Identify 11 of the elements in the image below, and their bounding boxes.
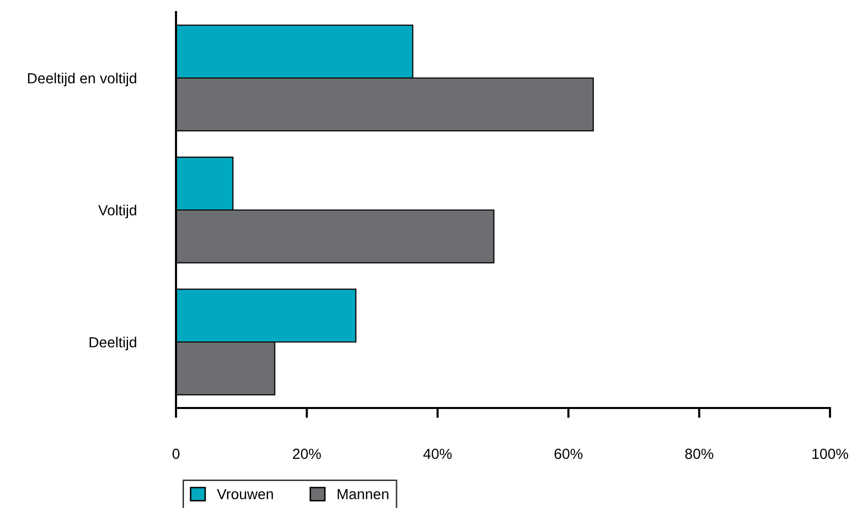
x-tick-label: 40% xyxy=(423,448,452,459)
x-tick-label: 80% xyxy=(685,448,714,459)
x-tick-label: 20% xyxy=(292,448,321,459)
y-tick-label: Deeltijd en voltijd xyxy=(28,72,136,86)
legend-label: Vrouwen xyxy=(216,489,273,500)
y-tick-label: Voltijd xyxy=(98,204,136,218)
x-tick-label: 60% xyxy=(554,448,582,459)
x-tick-label: 0 xyxy=(172,448,180,459)
x-tick-label: 100% xyxy=(812,448,848,459)
legend-label: Mannen xyxy=(338,489,388,500)
y-tick-label: Deeltijd xyxy=(90,336,136,350)
